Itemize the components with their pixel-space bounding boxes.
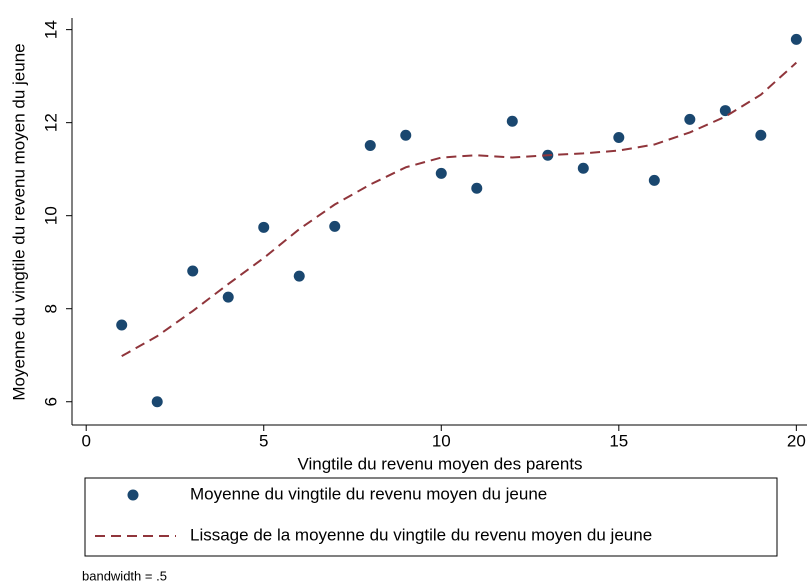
x-tick-label: 10	[432, 431, 451, 450]
point	[187, 265, 199, 277]
x-tick-label: 0	[81, 431, 90, 450]
legend-box	[84, 477, 778, 557]
point	[364, 139, 376, 151]
legend-label: Lissage de la moyenne du vingtile du rev…	[190, 525, 652, 544]
point	[506, 115, 518, 127]
point	[116, 319, 128, 331]
x-tick-label: 15	[609, 431, 628, 450]
y-tick-label: 8	[41, 304, 60, 313]
point	[648, 174, 660, 186]
point	[684, 113, 696, 125]
y-tick-label: 6	[41, 397, 60, 406]
y-tick-label: 14	[41, 20, 60, 39]
point	[577, 162, 589, 174]
y-tick-label: 10	[41, 206, 60, 225]
point	[293, 270, 305, 282]
point	[790, 33, 802, 45]
legend-label: Moyenne du vingtile du revenu moyen du j…	[190, 484, 547, 503]
smooth-line	[121, 61, 798, 358]
point	[755, 129, 767, 141]
note: bandwidth = .5	[82, 568, 167, 583]
y-axis-label: Moyenne du vingtile du revenu moyen du j…	[9, 43, 28, 400]
point	[613, 132, 625, 144]
point	[719, 105, 731, 117]
legend-marker	[127, 489, 139, 501]
point	[258, 221, 270, 233]
y-tick-label: 12	[41, 113, 60, 132]
point	[151, 396, 163, 408]
point	[435, 167, 447, 179]
point	[329, 220, 341, 232]
point	[222, 291, 234, 303]
x-tick-label: 5	[259, 431, 268, 450]
x-axis-label: Vingtile du revenu moyen des parents	[297, 454, 582, 473]
point	[471, 182, 483, 194]
point	[400, 129, 412, 141]
x-tick-label: 20	[787, 431, 806, 450]
